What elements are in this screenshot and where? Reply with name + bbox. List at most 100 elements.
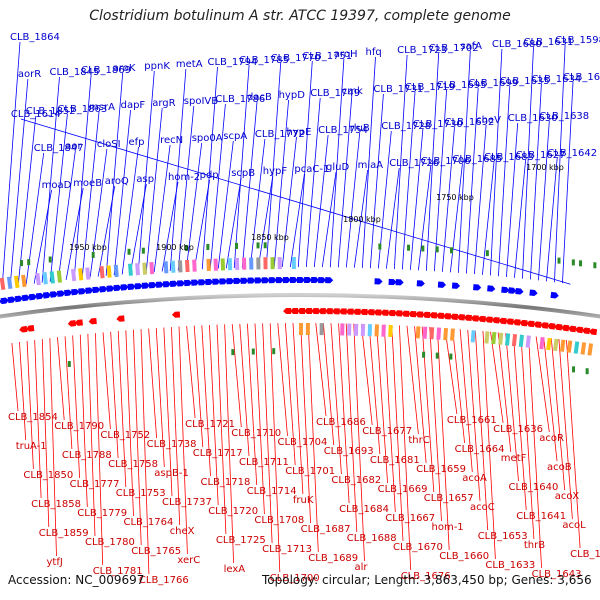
forward-gene-label: CLB_1706 [421,156,471,167]
green-mark [263,242,267,249]
reverse-gene-label: acoL [562,520,586,531]
forward-leader-line [249,138,266,268]
reverse-leader-line [57,337,65,421]
reverse-gene-arrow [540,322,549,329]
forward-gene-label: rluB [350,123,370,134]
forward-gene-label: hypF [263,166,288,177]
reverse-gene-label: CLB_1669 [378,484,428,495]
reverse-leader-line [102,332,111,430]
forward-leader-line [369,93,384,269]
reverse-leader-line [444,328,458,415]
forward-leader-line [49,113,68,282]
reverse-leader-line [209,324,219,506]
forward-leader-line [17,115,37,286]
reverse-gene-label: CLB_1664 [455,444,505,455]
cog-bar [388,324,393,338]
forward-leader-line [225,177,242,269]
forward-gene-label: spo0A [192,133,223,144]
accession-label: Accession: NC_009697 [8,573,145,587]
forward-leader-line [81,111,100,279]
reverse-gene-arrow [484,316,493,323]
cog-bar [206,258,211,272]
forward-gene-arrow [395,279,404,286]
reverse-gene-label: CLB_1701 [285,466,335,477]
reverse-leader-line [155,327,165,468]
reverse-leader-line [406,325,419,435]
forward-leader-line [321,171,337,268]
forward-gene-arrow [106,285,115,292]
reverse-gene-label: CLB_1688 [347,533,397,544]
cog-bar [220,258,226,271]
reverse-gene-arrow [366,309,375,316]
cog-bar [127,263,133,276]
forward-leader-line [113,109,131,276]
forward-gene-label: cmk [342,86,363,97]
forward-leader-line [313,134,329,268]
reverse-gene-arrow [171,311,181,318]
forward-gene-arrow [325,277,334,284]
reverse-gene-label: CLB_1777 [70,479,120,490]
reverse-gene-label: cheX [170,526,195,537]
cog-bar [415,326,421,339]
forward-gene-arrow [268,277,277,284]
reverse-gene-arrow [88,317,97,325]
forward-gene-label: CLB_1869 [81,65,131,76]
genome-stats: Topology: circular; Length: 3,863,450 bp… [262,573,592,587]
cog-bar [566,340,573,353]
cog-bar [546,337,552,351]
reverse-gene-arrow [561,324,570,332]
reverse-leader-line [497,332,512,453]
reverse-gene-arrow [67,320,77,327]
forward-gene-arrow [113,284,122,292]
forward-gene-label: safA [460,41,482,52]
forward-gene-arrow [205,278,214,286]
forward-leader-line [281,136,297,268]
reverse-gene-label: thrB [524,540,545,551]
forward-leader-line [530,83,542,280]
kbp-label: 1800 kbp [343,215,381,224]
reverse-leader-line [414,326,427,464]
forward-gene-arrow [550,291,559,299]
reverse-gene-label: xerC [177,555,200,566]
kbp-label: 1750 kbp [436,193,474,202]
green-mark [256,242,260,249]
reverse-leader-line [277,323,288,437]
forward-leader-line [401,91,416,270]
green-mark [378,243,382,250]
reverse-gene-label: CLB_1676 [401,571,451,582]
forward-gene-label: dacB [247,92,272,103]
cog-bar [70,268,77,282]
reverse-leader-line [239,323,250,457]
reverse-gene-label: CLB_1660 [439,551,489,562]
reverse-leader-line [307,322,319,553]
forward-gene-arrow [233,277,242,285]
forward-gene-arrow [437,281,446,288]
cog-bar [319,323,324,336]
cog-bar [539,336,545,350]
reverse-leader-line [376,324,388,484]
forward-gene-label: CLB_1852 [26,106,76,117]
reverse-gene-arrow [581,327,591,335]
forward-gene-label: CLB_1719 [405,82,455,93]
cog-bar [587,343,594,356]
forward-gene-arrow [14,295,23,303]
cog-bar [422,326,428,339]
forward-leader-line [153,144,171,273]
cog-bar [192,259,197,272]
forward-leader-line [409,128,424,270]
reverse-leader-line [535,336,550,433]
reverse-gene-label: CLB_1700 [270,573,320,584]
forward-gene-arrow [304,277,313,284]
forward-gene-label: CLB_1731 [373,84,423,95]
green-mark [27,259,31,266]
forward-leader-line [161,181,179,272]
forward-gene-label: CLB_1685 [452,154,502,165]
forward-gene-label: scpB [231,168,255,179]
reverse-gene-label: fruK [293,495,314,506]
forward-leader-line [329,58,345,268]
forward-gene-arrow [254,277,263,284]
reverse-leader-line [467,329,481,502]
forward-gene-label: aorR [18,69,41,80]
reverse-leader-line [338,323,350,504]
cog-bar [227,258,233,271]
